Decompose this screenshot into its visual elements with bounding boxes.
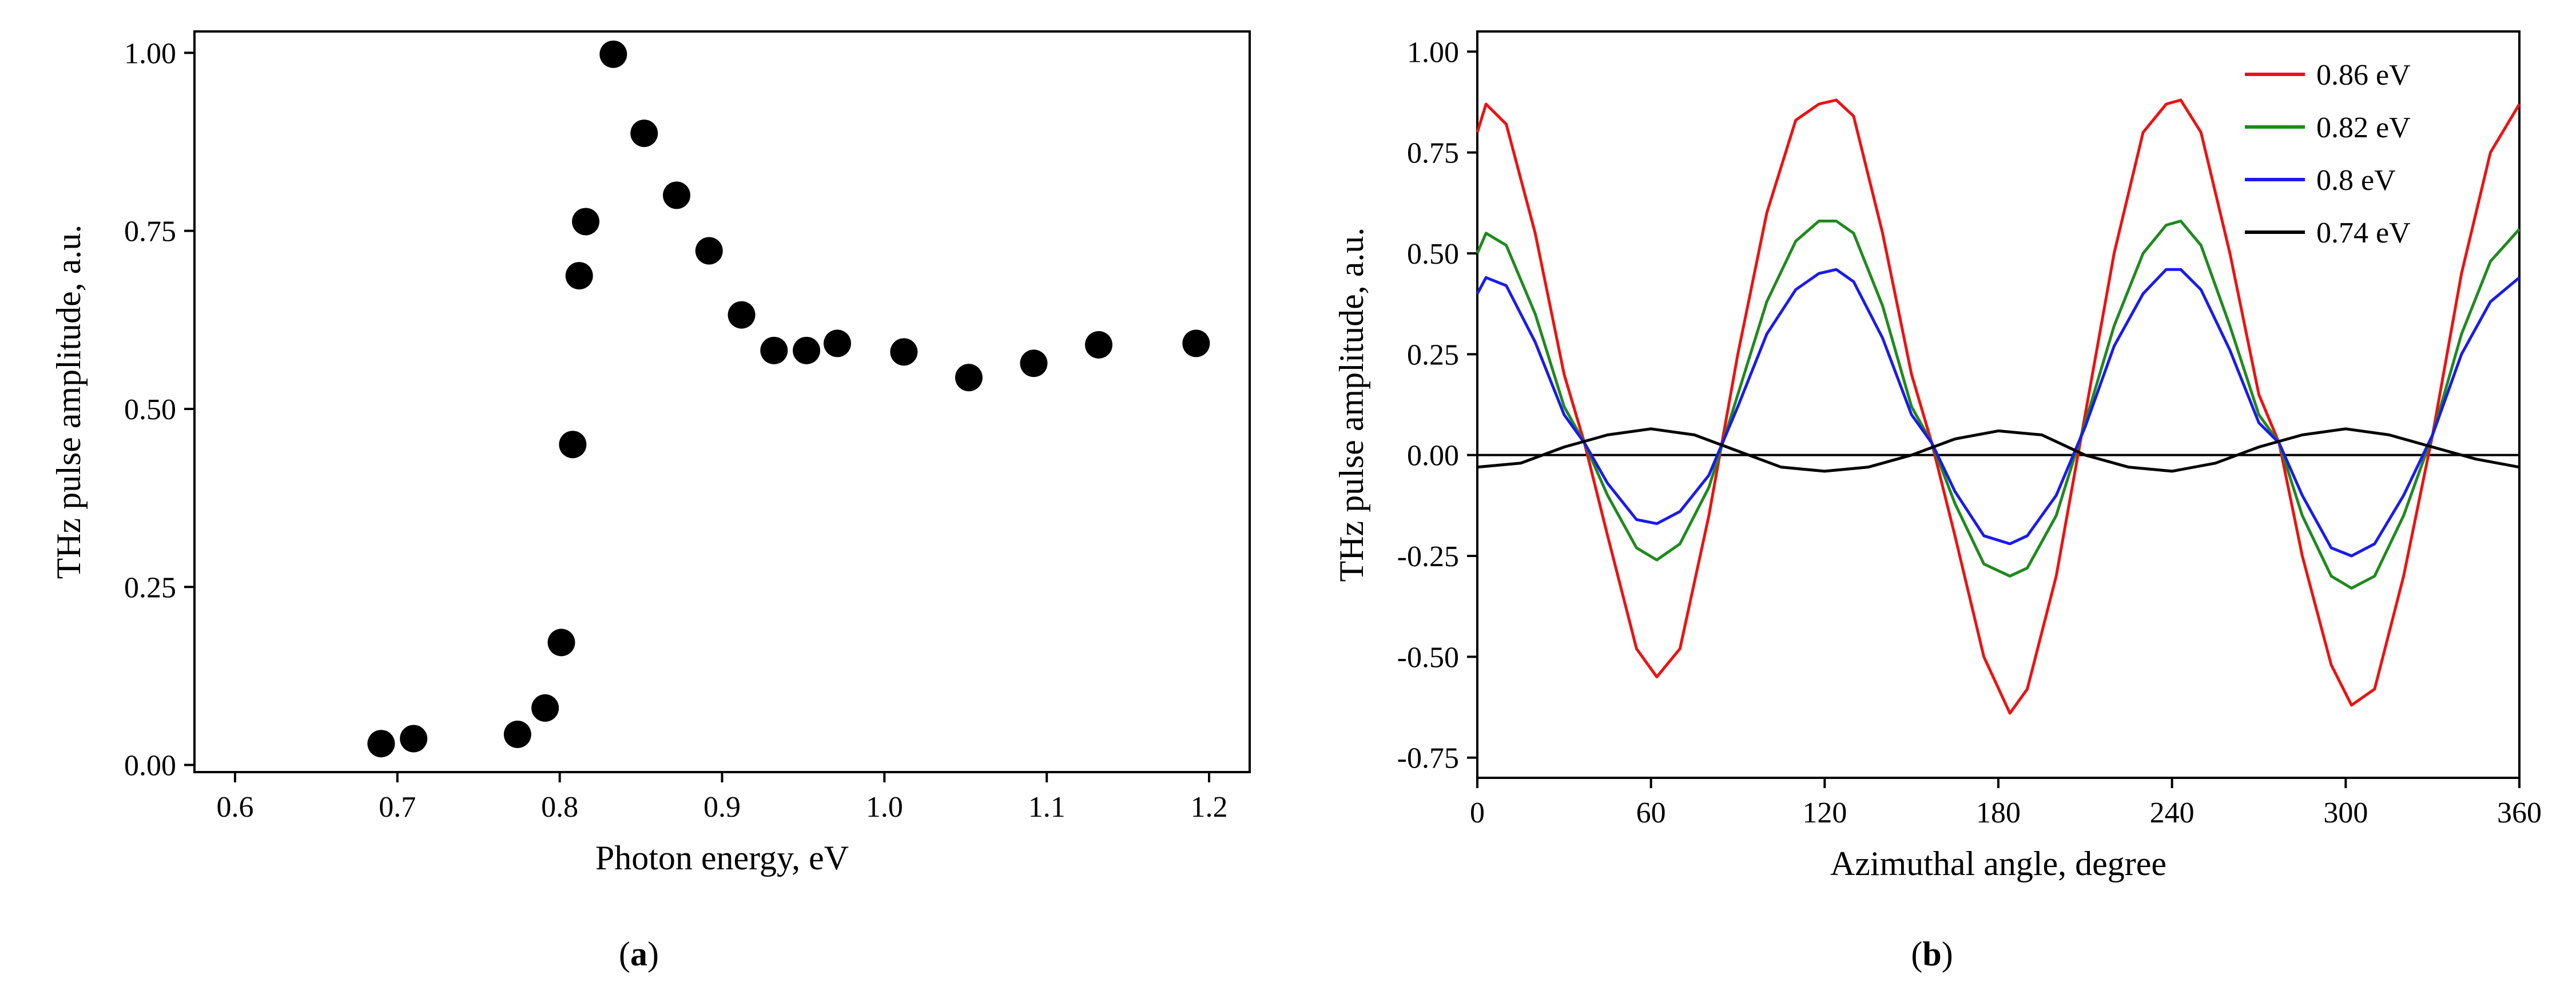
y-tick-label: 0.50 [1407,238,1459,271]
data-point [572,208,600,236]
y-tick-label: -0.50 [1397,641,1459,674]
legend-label: 0.86 eV [2316,59,2411,92]
y-tick-label: 0.00 [124,750,176,782]
legend: 0.86 eV 0.82 eV 0.8 eV 0.74 eV [2245,59,2411,249]
legend-label: 0.82 eV [2316,112,2411,144]
plot-frame [193,30,1251,773]
x-tick-label: 0.7 [379,791,416,824]
y-tick-label: 0.25 [124,571,176,604]
data-point [663,181,691,209]
data-point [793,336,821,364]
caption-a: (a) [619,935,659,973]
y-tick-label: 0.50 [124,393,176,426]
data-point [503,721,531,749]
x-tick-label: 0.6 [216,791,253,824]
data-point [955,364,983,392]
x-tick-label: 0 [1470,797,1485,829]
x-axis-title: Azimuthal angle, degree [1830,845,2166,882]
x-tick-label: 300 [2323,797,2368,829]
x-tick-label: 0.8 [541,791,578,824]
data-point [531,694,559,722]
x-tick-label: 180 [1976,797,2021,829]
data-point [890,338,918,366]
legend-label: 0.74 eV [2316,217,2411,249]
series-line-0-74-eV [1477,427,2520,473]
caption-b: (b) [1911,935,1953,973]
data-point [559,431,587,459]
data-point [599,40,627,68]
data-point [565,262,593,290]
y-axis-title: THz pulse amplitude, a.u. [50,225,88,579]
y-tick-label: 1.00 [1407,36,1459,69]
y-tick-label: 0.25 [1407,339,1459,371]
data-point [630,120,658,148]
x-tick-label: 1.1 [1028,791,1066,824]
data-point [547,629,575,657]
legend-label: 0.8 eV [2316,164,2396,197]
data-point [367,730,395,758]
y-tick-label: 1.00 [124,37,176,70]
data-point [824,329,852,357]
data-point [1085,331,1113,359]
series-line-0-86-eV [1476,98,2521,715]
y-tick-label: 0.00 [1407,440,1459,472]
x-tick-label: 1.0 [866,791,903,824]
chart-a-photon-energy: 0.6 0.7 0.8 0.9 1.0 1.1 1.2 0.00 0.25 0.50 0.75 1.0… [50,30,1251,877]
x-axis-title: Photon energy, eV [595,839,849,877]
series-line-0-82-eV [1476,220,2521,590]
y-tick-label: -0.25 [1397,540,1459,573]
x-tick-label: 1.2 [1191,791,1228,824]
series-line-0-8-eV [1476,268,2521,558]
x-tick-label: 360 [2497,797,2542,829]
x-tick-label: 60 [1636,797,1666,829]
x-tick-label: 0.9 [703,791,741,824]
data-point [400,725,428,753]
data-point [1182,329,1210,357]
y-axis-title: THz pulse amplitude, a.u. [1333,228,1370,582]
y-tick-label: -0.75 [1397,742,1459,775]
data-point [760,336,788,364]
x-tick-label: 240 [2150,797,2195,829]
data-point [695,237,723,265]
x-tick-label: 120 [1802,797,1847,829]
y-tick-label: 0.75 [1407,137,1459,170]
y-tick-label: 0.75 [124,216,176,248]
chart-b-azimuthal-angle: 0 60 120 180 240 300 360 -0.75 -0.50 -0.25 0.00 0.2… [1333,30,2542,882]
data-point [728,301,756,329]
data-point [1020,349,1048,377]
